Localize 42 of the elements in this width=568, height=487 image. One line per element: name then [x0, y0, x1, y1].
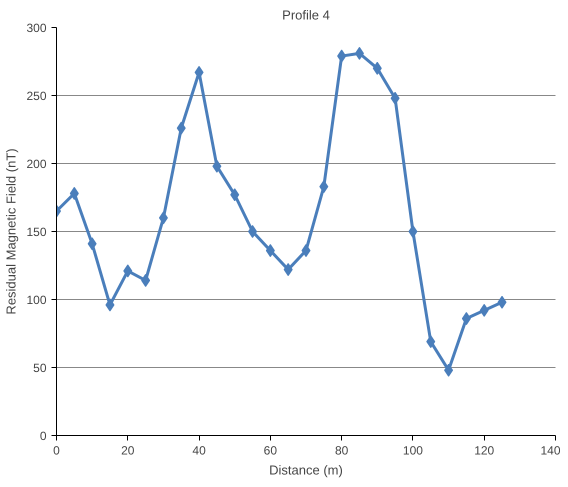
x-tick-label: 20	[121, 444, 135, 458]
x-tick-label: 100	[402, 444, 424, 458]
point	[158, 211, 168, 224]
point	[408, 225, 418, 238]
point	[194, 66, 204, 79]
point	[266, 244, 275, 258]
point	[444, 364, 454, 377]
point	[230, 188, 240, 202]
point	[462, 312, 471, 326]
x-tick-label: 40	[192, 444, 206, 458]
y-tick-label: 150	[26, 225, 47, 239]
point	[123, 264, 132, 278]
x-tick-label: 60	[264, 444, 278, 458]
point	[176, 122, 186, 135]
x-tick-label: 80	[334, 444, 349, 458]
point	[337, 50, 346, 63]
point	[248, 225, 258, 238]
point	[480, 304, 489, 317]
point	[105, 298, 114, 312]
point	[212, 160, 222, 173]
point	[70, 186, 79, 200]
y-tick-label: 0	[40, 429, 47, 443]
point	[390, 92, 400, 105]
point	[372, 62, 382, 75]
point	[426, 335, 436, 348]
point	[284, 263, 293, 276]
point	[141, 274, 150, 287]
point	[319, 180, 328, 194]
point	[498, 296, 507, 309]
y-tick-label: 300	[26, 21, 47, 35]
chart-title: Profile 4	[282, 8, 330, 22]
x-tick-label: 140	[540, 444, 561, 458]
point	[354, 46, 364, 60]
y-tick-label: 250	[26, 89, 47, 103]
x-tick-label: 120	[474, 444, 495, 458]
point	[88, 237, 97, 250]
x-axis-title: Distance (m)	[269, 462, 343, 478]
y-axis-title: Residual Magnetic Field (nT)	[3, 148, 18, 315]
y-tick-label: 100	[26, 293, 47, 307]
x-tick-label: 0	[53, 444, 60, 458]
y-tick-label: 50	[33, 361, 47, 375]
y-tick-label: 200	[26, 157, 47, 171]
